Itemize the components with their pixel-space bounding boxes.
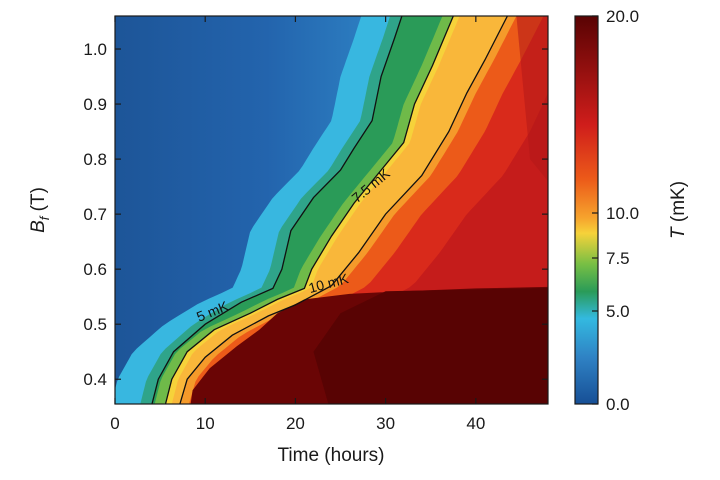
svg-text:Bf (T): Bf (T) (28, 187, 52, 233)
heatmap-plot-area (115, 16, 548, 404)
x-tick-label: 40 (466, 414, 485, 433)
colorbar-tick-label: 10.0 (606, 204, 639, 223)
y-axis-label: Bf (T) (28, 187, 52, 233)
y-tick-label: 0.9 (83, 95, 107, 114)
colorbar-label-unit: (mK) (668, 181, 689, 227)
colorbar-ticks: 0.0 5.0 7.5 10.0 20.0 (592, 7, 639, 414)
svg-text:T (mK): T (mK) (668, 181, 689, 239)
y-axis-label-subscript: f (37, 215, 52, 220)
x-tick-label: 10 (196, 414, 215, 433)
plot-frame (114, 15, 549, 405)
contour-line-3 (179, 16, 508, 404)
y-axis-label-symbol: B (28, 220, 49, 233)
y-axis-ticks: 0.4 0.5 0.6 0.7 0.8 0.9 1.0 (83, 40, 548, 389)
colorbar-tick-label: 20.0 (606, 7, 639, 26)
band-maroon-deep (313, 287, 548, 404)
x-axis-label: Time (hours) (278, 445, 385, 466)
temperature-bands (115, 16, 548, 404)
colorbar-tick-label: 7.5 (606, 249, 630, 268)
y-axis-label-unit: (T) (28, 187, 49, 217)
colorbar-label-symbol: T (668, 226, 689, 239)
colorbar-tick-label: 5.0 (606, 302, 630, 321)
y-tick-label: 0.4 (83, 370, 107, 389)
colorbar (574, 15, 599, 405)
y-tick-label: 0.8 (83, 150, 107, 169)
y-tick-label: 0.5 (83, 315, 107, 334)
colorbar-tick-label: 0.0 (606, 395, 630, 414)
y-tick-label: 1.0 (83, 40, 107, 59)
contour-line-2 (164, 16, 454, 404)
colorbar-label: T (mK) (668, 181, 689, 239)
x-tick-label: 0 (110, 414, 119, 433)
y-tick-label: 0.6 (83, 260, 107, 279)
y-tick-label: 0.7 (83, 205, 107, 224)
x-tick-label: 30 (376, 414, 395, 433)
contour-line-1 (151, 16, 403, 404)
x-axis-ticks: 0 10 20 30 40 (110, 16, 485, 433)
contour-lines (151, 16, 508, 404)
band-upper-right-shade (516, 16, 548, 182)
x-tick-label: 20 (286, 414, 305, 433)
